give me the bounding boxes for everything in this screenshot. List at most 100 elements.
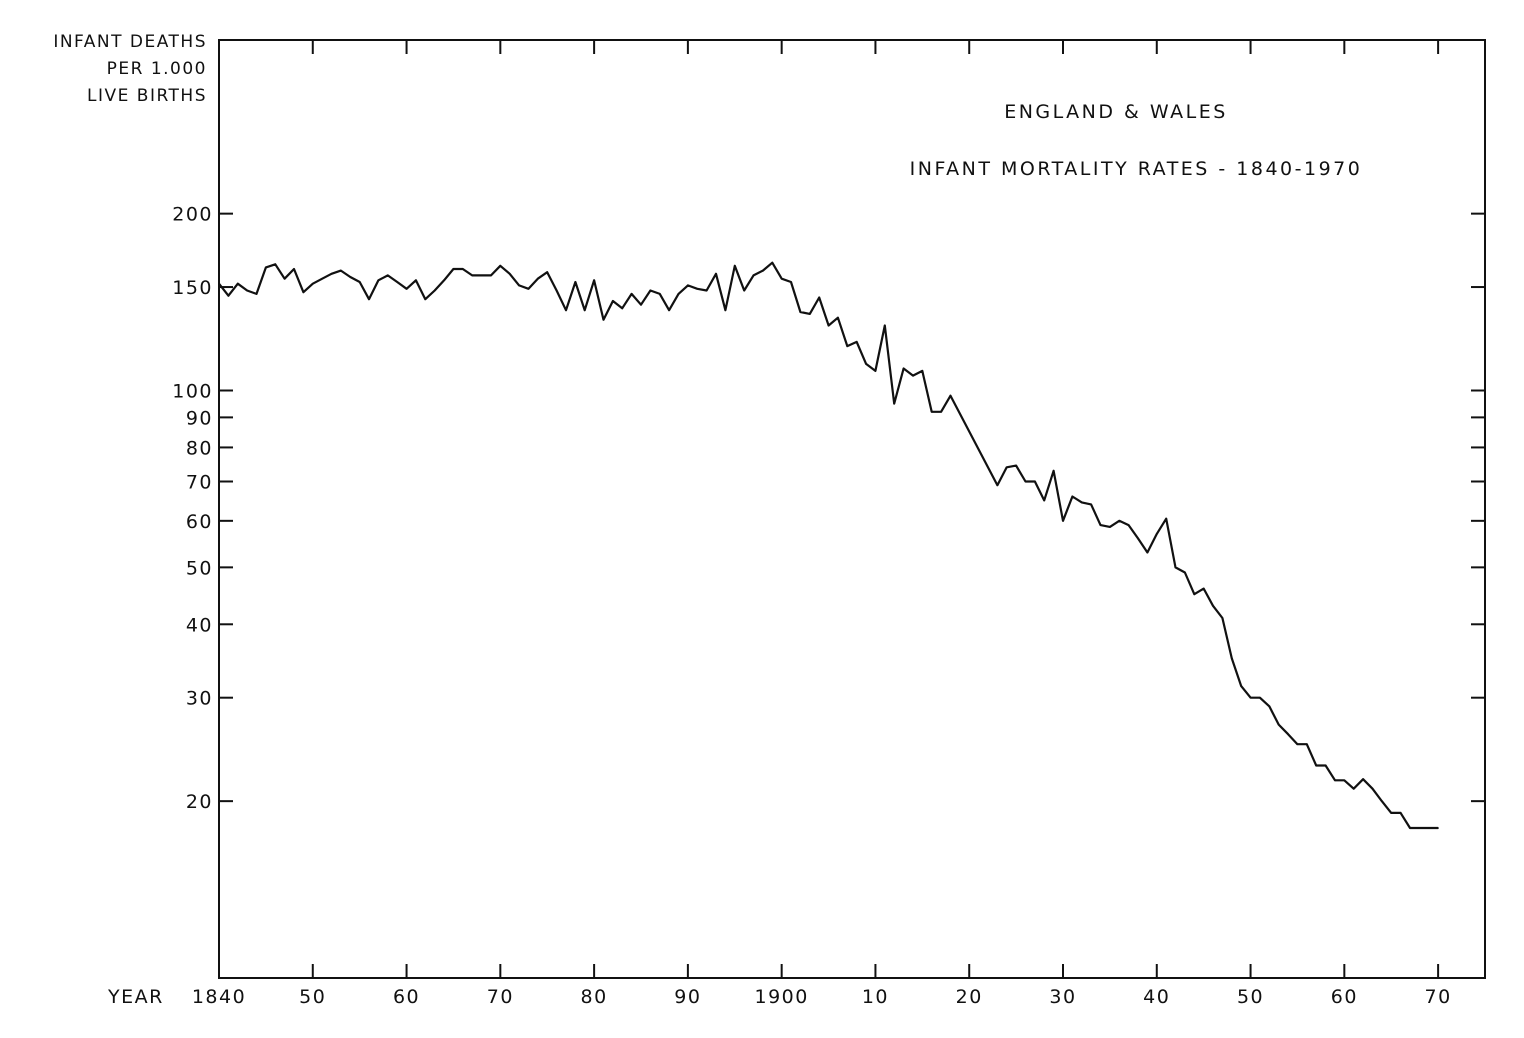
data-point xyxy=(358,281,361,283)
y-axis-label-line-2: PER 1.000 xyxy=(107,59,207,79)
data-point xyxy=(218,282,220,285)
x-axis-label: YEAR xyxy=(107,986,164,1008)
data-point xyxy=(827,324,830,327)
data-point xyxy=(490,274,492,277)
infant-mortality-line xyxy=(218,261,1439,830)
data-point xyxy=(1052,469,1055,472)
data-point xyxy=(349,276,352,278)
data-point xyxy=(752,274,755,277)
data-point xyxy=(508,272,511,275)
data-point xyxy=(537,277,539,280)
data-point xyxy=(696,287,699,290)
data-point xyxy=(1240,685,1242,687)
data-point xyxy=(424,298,427,301)
x-tick-label: 50 xyxy=(1237,986,1264,1008)
data-point xyxy=(996,484,999,486)
data-point xyxy=(462,268,464,270)
x-tick-label: 10 xyxy=(862,986,889,1008)
data-point xyxy=(668,309,670,311)
data-point xyxy=(1184,571,1186,574)
data-point xyxy=(687,284,689,287)
data-point xyxy=(405,287,408,290)
data-point xyxy=(1034,480,1036,483)
data-point xyxy=(1259,696,1261,699)
x-tick-label: 30 xyxy=(1049,986,1076,1008)
data-point xyxy=(1268,705,1271,708)
data-point xyxy=(1015,464,1017,467)
data-point xyxy=(1099,524,1102,526)
data-point xyxy=(1399,812,1402,814)
data-point xyxy=(1118,520,1121,522)
data-point xyxy=(1202,587,1205,590)
y-tick-label: 100 xyxy=(172,381,213,403)
plot-frame xyxy=(218,39,1486,979)
y-tick-label: 50 xyxy=(186,557,213,579)
data-point xyxy=(321,277,323,280)
y-tick-label: 40 xyxy=(186,614,213,636)
data-point xyxy=(1090,503,1092,506)
data-point xyxy=(1324,764,1327,767)
data-point xyxy=(302,291,305,294)
data-point xyxy=(565,309,567,311)
y-axis-label-line-1: INFANT DEATHS xyxy=(53,32,207,52)
y-tick-label: 200 xyxy=(172,204,213,226)
data-point xyxy=(1165,517,1167,520)
data-point xyxy=(583,309,586,311)
data-point xyxy=(1306,743,1308,746)
data-point xyxy=(396,281,398,283)
data-point xyxy=(433,289,436,292)
data-point xyxy=(518,284,520,287)
data-point xyxy=(1287,733,1289,736)
data-point xyxy=(809,313,811,315)
x-tick-label: 70 xyxy=(487,986,514,1008)
chart-subtitle: INFANT MORTALITY RATES - 1840-1970 xyxy=(910,158,1363,180)
y-tick-label: 70 xyxy=(186,472,213,494)
data-point xyxy=(527,287,530,290)
data-point xyxy=(724,309,727,311)
data-point xyxy=(593,279,595,282)
data-point xyxy=(1212,605,1214,607)
data-point xyxy=(1427,827,1430,829)
data-point xyxy=(387,274,389,277)
data-point xyxy=(940,410,942,413)
data-point xyxy=(480,274,483,277)
data-point xyxy=(1315,764,1317,767)
x-tick-label: 90 xyxy=(674,986,701,1008)
data-point xyxy=(330,272,333,275)
data-point xyxy=(1296,743,1299,746)
x-tick-label: 80 xyxy=(581,986,608,1008)
x-tick-label: 20 xyxy=(956,986,983,1008)
y-tick-label: 150 xyxy=(172,277,213,299)
chart-title: ENGLAND & WALES xyxy=(1004,101,1228,123)
data-point xyxy=(1193,593,1196,596)
data-point xyxy=(1231,657,1233,660)
data-point xyxy=(255,293,258,295)
data-point xyxy=(846,345,849,347)
data-point xyxy=(799,311,802,313)
data-point xyxy=(1249,696,1252,699)
x-tick-label: 60 xyxy=(393,986,420,1008)
y-axis-ticks: 200 150 100 90 80 70 60 50 40 30 20 xyxy=(172,204,1485,813)
data-point xyxy=(1409,827,1411,829)
data-point xyxy=(1146,551,1149,554)
data-point xyxy=(902,367,905,370)
data-point xyxy=(640,303,642,306)
data-point xyxy=(1437,827,1439,829)
data-point xyxy=(1071,495,1074,498)
y-tick-label: 20 xyxy=(186,791,213,813)
data-point xyxy=(452,268,455,270)
data-point xyxy=(677,293,680,295)
data-point xyxy=(1043,499,1046,502)
data-point xyxy=(930,410,933,413)
data-point xyxy=(762,269,764,272)
data-point xyxy=(921,370,924,372)
data-point xyxy=(855,341,858,343)
data-point xyxy=(1062,520,1064,522)
data-point xyxy=(1277,723,1280,726)
data-point xyxy=(574,281,577,283)
data-point xyxy=(874,370,877,372)
data-point xyxy=(818,296,820,299)
data-point xyxy=(612,300,614,302)
data-point xyxy=(705,289,708,292)
